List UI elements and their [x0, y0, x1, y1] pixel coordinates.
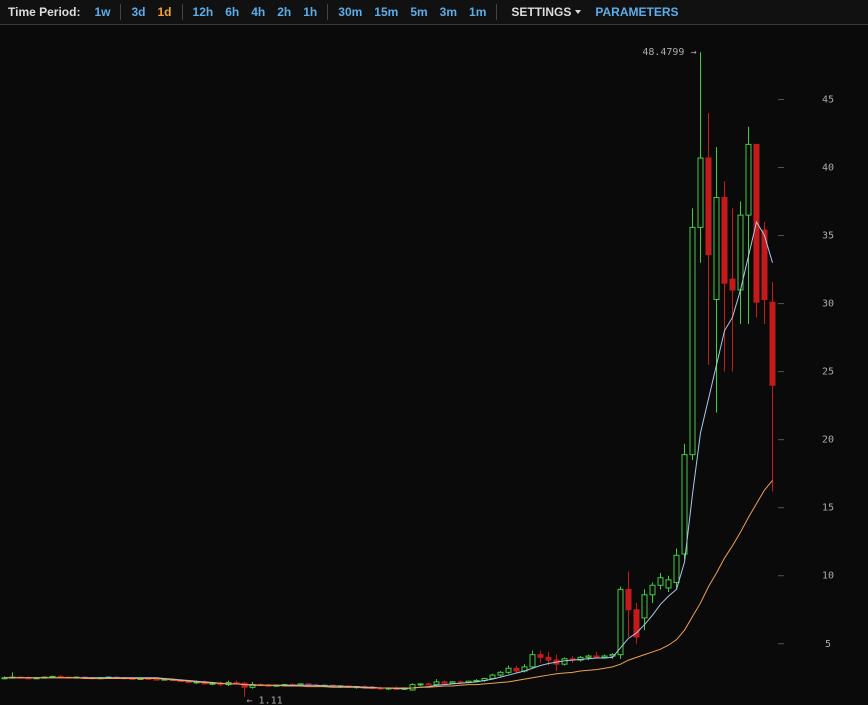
- candle-body: [545, 656, 552, 661]
- candle-body: [529, 654, 536, 668]
- period-button[interactable]: 30m: [338, 5, 363, 19]
- separator: [327, 4, 329, 20]
- y-tick-label: 20: [822, 435, 834, 446]
- settings-button[interactable]: SETTINGS: [511, 5, 572, 19]
- candle-body: [769, 301, 776, 386]
- candle-body: [409, 684, 416, 691]
- y-tick-label: 30: [822, 299, 834, 310]
- period-button[interactable]: 12h: [192, 5, 214, 19]
- toolbar-label: Time Period:: [8, 5, 81, 19]
- period-button[interactable]: 4h: [251, 5, 266, 19]
- candle-body: [449, 681, 456, 684]
- candle-body: [737, 214, 744, 291]
- moving-average: [4, 480, 773, 689]
- candle-body: [417, 683, 424, 686]
- separator: [496, 4, 498, 20]
- candle-body: [713, 196, 720, 301]
- candle-body: [761, 229, 768, 301]
- toolbar: Time Period: 1w 3d 1d 12h 6h 4h 2h 1h 30m 15m 5m 3m…: [0, 0, 868, 25]
- y-tick-label: 35: [822, 231, 834, 242]
- candle-body: [617, 588, 624, 656]
- period-button[interactable]: 5m: [410, 5, 428, 19]
- candle-body: [489, 674, 496, 679]
- candle-body: [721, 196, 728, 284]
- candle-body: [233, 682, 240, 685]
- period-button[interactable]: 6h: [225, 5, 240, 19]
- y-tick-label: 45: [822, 94, 834, 105]
- price-annotation: ← 1.11: [247, 696, 283, 705]
- moving-average: [4, 220, 773, 690]
- y-tick-label: 40: [822, 163, 834, 174]
- period-button[interactable]: 1h: [303, 5, 318, 19]
- candle-body: [57, 675, 64, 678]
- y-tick-label: 5: [825, 639, 831, 650]
- candle-body: [601, 655, 608, 658]
- candle-body: [537, 654, 544, 658]
- period-button[interactable]: 1d: [157, 5, 172, 19]
- candle-body: [665, 579, 672, 589]
- period-button[interactable]: 1w: [94, 5, 111, 19]
- period-button[interactable]: 3d: [131, 5, 146, 19]
- candle-body: [505, 667, 512, 673]
- candle-body: [593, 655, 600, 658]
- candle-body: [729, 278, 736, 291]
- period-button[interactable]: 2h: [277, 5, 292, 19]
- y-tick-label: 10: [822, 571, 834, 582]
- y-tick-label: 15: [822, 503, 834, 514]
- chart: 5 10 15 20 25 30 35 40 45 48.4799 → ← 1.11: [1, 47, 834, 705]
- candle-body: [673, 554, 680, 584]
- period-button[interactable]: 3m: [439, 5, 458, 19]
- parameters-button[interactable]: PARAMETERS: [595, 5, 679, 19]
- candle-body: [513, 667, 520, 672]
- candle-body: [241, 682, 248, 688]
- candle-body: [705, 157, 712, 256]
- candle-body: [633, 609, 640, 638]
- candle-body: [433, 681, 440, 686]
- candle-body: [649, 584, 656, 596]
- price-annotation: 48.4799 →: [642, 47, 696, 58]
- separator: [181, 4, 183, 20]
- dropdown-arrow: [575, 10, 582, 14]
- candle-body: [609, 654, 616, 657]
- candle-body: [641, 594, 648, 619]
- candle-body: [697, 157, 704, 228]
- candle-body: [585, 655, 592, 658]
- candle-body: [657, 577, 664, 586]
- period-button[interactable]: 1m: [469, 5, 487, 19]
- candle-body: [681, 454, 688, 555]
- candle-body: [497, 671, 504, 676]
- candle-body: [745, 143, 752, 216]
- candle-body: [625, 588, 632, 611]
- candle-body: [441, 681, 448, 684]
- y-tick-label: 25: [822, 367, 834, 378]
- candle-body: [153, 678, 160, 681]
- candle-body: [689, 226, 696, 456]
- separator: [120, 4, 122, 20]
- candle-body: [49, 675, 56, 678]
- candle-body: [425, 683, 432, 686]
- period-button[interactable]: 15m: [374, 5, 399, 19]
